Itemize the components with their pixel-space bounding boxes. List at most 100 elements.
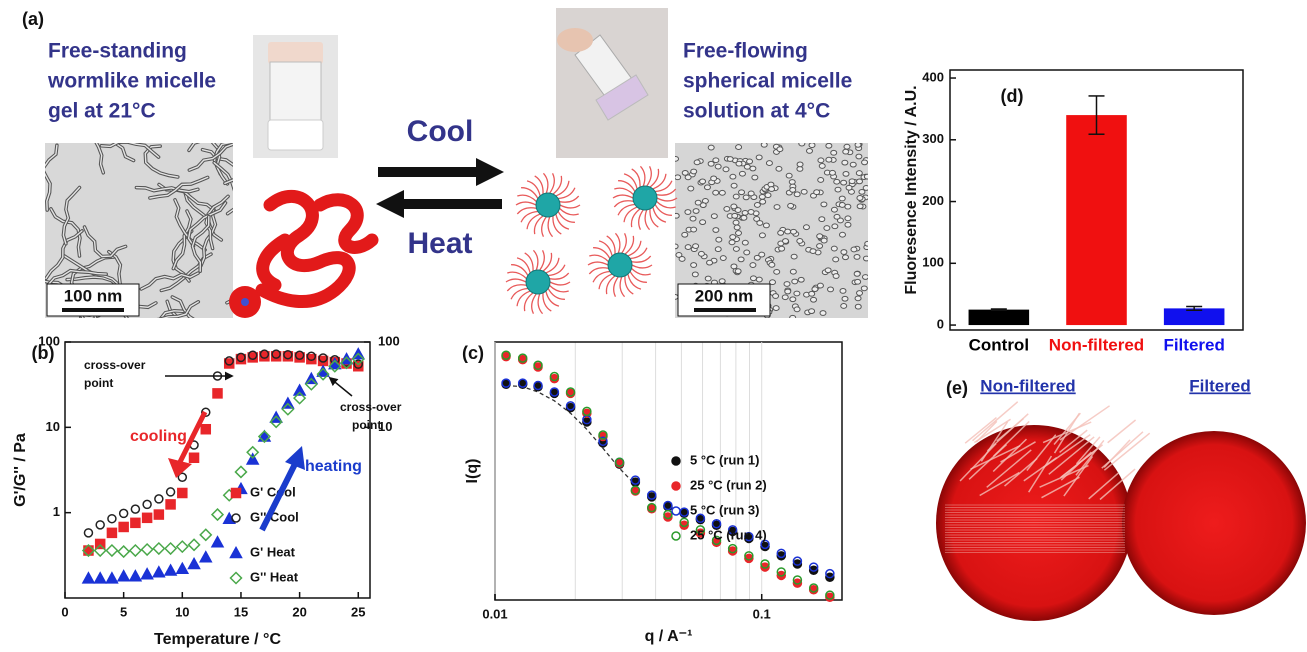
corona-chain [542,172,549,194]
marker [271,349,281,359]
marker [825,568,835,579]
sphere-dot [850,246,858,253]
sphere-dot [678,256,686,262]
corona-chain [598,240,613,257]
streak [972,401,1019,442]
worm-core [114,143,135,162]
corona-chain [547,288,565,300]
plate-title: Non-filtered [980,376,1075,395]
marker [257,429,271,444]
corona-chain [649,208,659,228]
sphere-dot [833,178,841,185]
marker [107,513,117,524]
sphere-dot [755,154,763,161]
marker [825,590,835,600]
marker [711,519,722,529]
sphere-dot [694,199,702,206]
marker [294,350,305,360]
sphere-dot [712,227,720,233]
marker [727,525,738,535]
panel-label: (b) [32,343,55,363]
marker [199,528,213,542]
marker [316,367,330,381]
corona-chain [531,293,537,314]
marker [744,553,754,564]
sphere-dot [759,198,767,205]
streak [975,420,998,443]
annotation: point [84,376,113,390]
marker [81,543,96,558]
y-axis-label: I(q) [464,459,481,484]
sphere-dot [811,286,819,293]
sphere-dot [844,215,852,222]
streak [1103,432,1151,471]
marker [646,502,657,513]
marker [187,538,201,552]
corona-chain [558,187,576,200]
sphere-dot [772,305,780,311]
annotation-arrow [177,410,208,464]
sphere-dot [791,278,799,285]
sphere-dot [818,163,826,169]
worm-core [191,215,210,272]
sphere-dot [777,229,785,236]
bar [1066,115,1127,326]
corona-chain [548,264,566,277]
bacterial-streaks [945,401,1151,553]
corona-chain [654,204,672,216]
sphere-dot [742,194,750,201]
sphere-dot [710,213,718,219]
corona-chain [589,254,609,263]
sphere-dot [856,178,864,185]
sphere-dot [735,160,743,167]
marker [282,351,294,362]
category-label: Non-filtered [1049,335,1144,354]
marker [760,559,770,569]
corona-chain [507,271,527,280]
marker [234,465,248,479]
sphere-dot [778,245,786,252]
marker [105,571,119,584]
legend-marker [671,531,681,541]
streak [1059,429,1088,454]
sphere-dot [855,153,863,160]
corona-chain [552,215,562,235]
corona-chain [630,208,641,228]
sphere-dot [817,157,825,164]
caption-line: spherical micelle [683,70,852,93]
sphere-dot [762,222,770,229]
sphere-dot [806,147,814,154]
scale-label: 100 nm [64,286,123,305]
sphere-dot [734,268,742,275]
corona-chain [624,275,634,295]
marker [663,500,673,511]
sphere-dot [855,170,863,176]
marker [306,353,317,365]
annotation-arrow [259,460,299,532]
corona-chain [656,197,678,202]
marker [163,563,178,576]
sphere-dot [841,295,849,302]
streak [1107,419,1137,444]
marker [187,556,201,570]
corona-chain [517,194,537,203]
corona-chain [619,276,626,298]
legend-marker [230,487,242,499]
corona-chain [534,175,544,195]
sphere-dot [862,255,868,262]
y-axis-label: Fluoresence Intensity / A.U. [903,85,920,294]
marker [663,509,673,520]
legend-label: 5 °C (run 1) [690,452,759,467]
sphere-dot [704,275,712,282]
sphere-dot [860,285,868,292]
sphere-dot [710,175,718,182]
sphere-dot [818,216,826,223]
sphere-dot [840,179,848,186]
marker [565,387,576,397]
arrow-label: Heat [407,227,472,260]
corona-chain [542,252,553,272]
streak [996,418,1025,442]
marker [141,512,153,524]
marker [646,490,657,500]
corona-chain [614,232,621,254]
